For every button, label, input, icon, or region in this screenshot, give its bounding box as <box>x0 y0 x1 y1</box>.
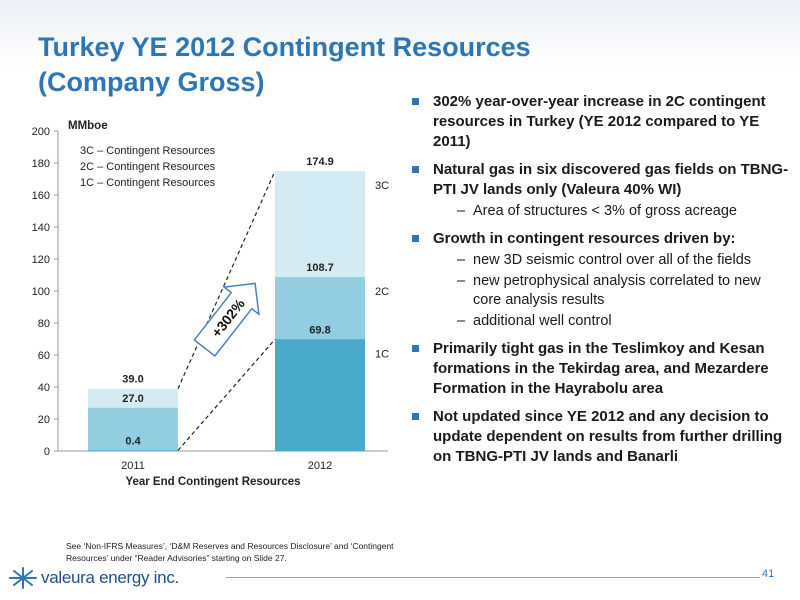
legend-entry: 2C – Contingent Resources <box>80 161 216 173</box>
data-label: 39.0 <box>122 374 143 386</box>
x-tick-label: 2011 <box>121 460 145 472</box>
y-tick-label: 100 <box>32 286 50 298</box>
bullet-text: Natural gas in six discovered gas fields… <box>433 161 789 198</box>
sub-bullet-text: new petrophysical analysis correlated to… <box>473 273 761 308</box>
data-label: 174.9 <box>306 156 334 168</box>
y-tick-label: 180 <box>32 158 50 170</box>
company-logo: valeura energy inc. <box>8 566 179 590</box>
data-label: 27.0 <box>122 393 143 405</box>
sub-bullet: – additional well control <box>433 312 792 331</box>
series-end-tag: 1C <box>375 348 389 360</box>
bullet-item: Not updated since YE 2012 and any decisi… <box>412 407 792 467</box>
title-line-1: Turkey YE 2012 Contingent Resources <box>38 32 531 62</box>
y-tick-label: 160 <box>32 190 50 202</box>
data-label: 69.8 <box>309 324 330 336</box>
series-end-tag: 2C <box>375 286 389 298</box>
sub-bullet: – Area of structures < 3% of gross acreag… <box>433 202 792 221</box>
y-tick-label: 40 <box>38 382 50 394</box>
dash-icon: – <box>457 313 466 329</box>
y-tick-label: 60 <box>38 350 50 362</box>
logo-text: valeura energy inc. <box>41 568 179 587</box>
sub-bullet-text: additional well control <box>473 313 612 329</box>
bullet-item: 302% year-over-year increase in 2C conti… <box>412 92 792 152</box>
bullet-item: Growth in contingent resources driven by… <box>412 229 792 331</box>
y-tick-label: 140 <box>32 222 50 234</box>
data-label: 0.4 <box>125 435 141 447</box>
x-tick-label: 2012 <box>308 460 332 472</box>
sub-bullet-text: Area of structures < 3% of gross acreage <box>473 203 737 219</box>
bullet-text: Primarily tight gas in the Teslimkoy and… <box>433 340 769 397</box>
y-tick-label: 80 <box>38 318 50 330</box>
x-axis-title: Year End Contingent Resources <box>125 476 300 488</box>
y-tick-label: 20 <box>38 414 50 426</box>
bar-2012-1C <box>275 339 365 451</box>
y-tick-label: 120 <box>32 254 50 266</box>
sub-bullet: – new 3D seismic control over all of the … <box>433 251 792 270</box>
sub-bullet: – new petrophysical analysis correlated t… <box>433 272 792 310</box>
bullet-item: Natural gas in six discovered gas fields… <box>412 160 792 221</box>
sub-bullet-text: new 3D seismic control over all of the f… <box>473 252 752 268</box>
footer-divider <box>226 577 760 578</box>
bullet-text: 302% year-over-year increase in 2C conti… <box>433 93 766 150</box>
series-end-tag: 3C <box>375 180 389 192</box>
arrow-icon <box>193 282 260 358</box>
unit-label: MMboe <box>68 120 108 132</box>
data-label: 108.7 <box>306 262 334 274</box>
footnote: See ‘Non-IFRS Measures’, ‘D&M Reserves a… <box>66 541 394 563</box>
bullet-list: 302% year-over-year increase in 2C conti… <box>412 92 792 475</box>
bullet-text: Not updated since YE 2012 and any decisi… <box>433 408 783 465</box>
bullet-item: Primarily tight gas in the Teslimkoy and… <box>412 339 792 399</box>
page-number: 41 <box>762 568 775 580</box>
title-line-2: (Company Gross) <box>38 67 265 97</box>
contingent-resources-chart: 0 20 40 60 80 100 120 140 160 180 200 0.4 69.8 1C 27.0… <box>32 120 389 488</box>
connector-line-low <box>177 338 276 451</box>
y-tick-label: 200 <box>32 126 50 138</box>
legend-entry: 1C – Contingent Resources <box>80 177 216 189</box>
dash-icon: – <box>457 273 466 289</box>
bar-2011-1C <box>88 450 178 451</box>
legend-entry: 3C – Contingent Resources <box>80 145 216 157</box>
y-tick-label: 0 <box>44 446 50 458</box>
valeura-logo-icon <box>9 567 37 589</box>
connector-line-high <box>177 170 276 389</box>
dash-icon: – <box>457 203 466 219</box>
slide-title: Turkey YE 2012 Contingent Resources (Com… <box>38 30 598 100</box>
dash-icon: – <box>457 252 466 268</box>
bullet-text: Growth in contingent resources driven by… <box>433 230 736 247</box>
bar-2011-2C <box>88 407 178 451</box>
growth-arrow: +302% <box>193 282 260 358</box>
